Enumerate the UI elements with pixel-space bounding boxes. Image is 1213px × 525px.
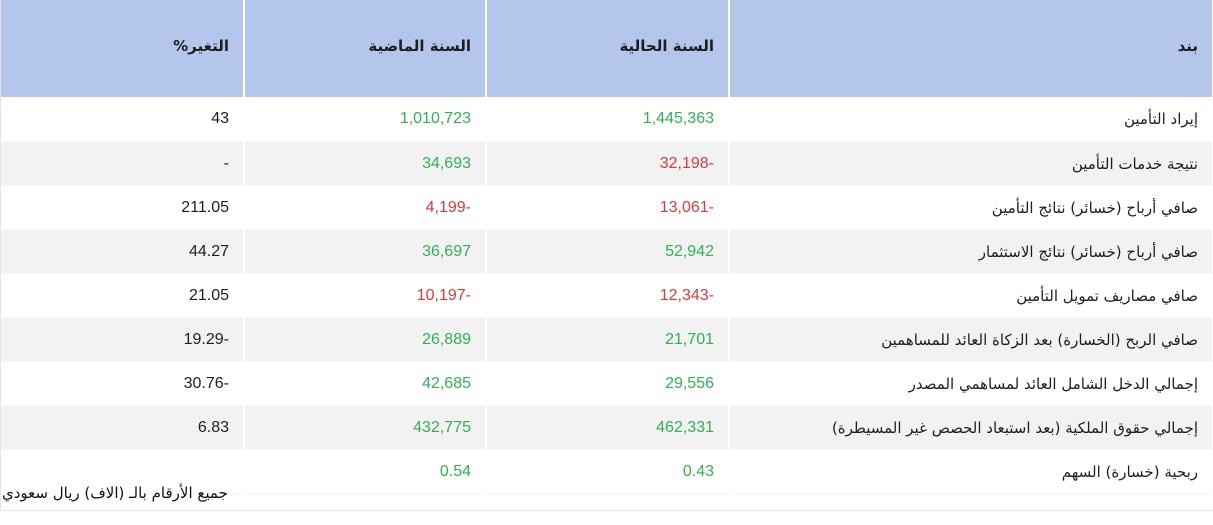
header-row: بند السنة الحالية السنة الماضية التغير%	[1, 0, 1212, 97]
table-row: ربحية (خسارة) السهم 0.43 0.54	[1, 449, 1212, 494]
header-change: التغير%	[1, 0, 244, 97]
row-change: 43	[1, 97, 244, 142]
row-item: صافي أرباح (خسائر) نتائج الاستثمار	[728, 229, 1212, 274]
row-previous-year: 42,685	[243, 361, 486, 406]
row-previous-year: 432,775	[243, 405, 486, 450]
row-item: إيراد التأمين	[728, 97, 1212, 142]
header-current-year: السنة الحالية	[485, 0, 729, 97]
row-previous-year: 1,010,723	[243, 97, 486, 142]
row-current-year: 52,942	[485, 229, 729, 274]
table-row: نتيجة خدمات التأمين 32,198- 34,693 -	[1, 141, 1212, 186]
table-row: إيراد التأمين 1,445,363 1,010,723 43	[1, 97, 1212, 142]
row-current-year: 21,701	[485, 317, 729, 362]
row-change: 19.29-	[1, 317, 244, 362]
row-item: صافي الربح (الخسارة) بعد الزكاة العائد ل…	[728, 317, 1212, 362]
row-change: -	[1, 141, 244, 186]
row-previous-year: 34,693	[243, 141, 486, 186]
row-previous-year: 10,197-	[243, 273, 486, 318]
row-item: صافي أرباح (خسائر) نتائج التأمين	[728, 185, 1212, 230]
table-row: صافي أرباح (خسائر) نتائج الاستثمار 52,94…	[1, 229, 1212, 274]
row-current-year: 29,556	[485, 361, 729, 406]
row-current-year: 12,343-	[485, 273, 729, 318]
header-previous-year: السنة الماضية	[243, 0, 486, 97]
header-item: بند	[728, 0, 1212, 97]
units-footnote: جميع الأرقام بالـ (الاف) ريال سعودي	[2, 484, 228, 502]
table-header: بند السنة الحالية السنة الماضية التغير%	[1, 0, 1212, 97]
row-item: صافي مصاريف تمويل التأمين	[728, 273, 1212, 318]
row-previous-year: 36,697	[243, 229, 486, 274]
row-previous-year: 0.54	[243, 449, 486, 494]
header-previous-year-label: السنة الماضية	[368, 36, 471, 55]
table-row: صافي أرباح (خسائر) نتائج التأمين 13,061-…	[1, 185, 1212, 230]
row-change: 6.83	[1, 405, 244, 450]
row-current-year: 13,061-	[485, 185, 729, 230]
row-current-year: 32,198-	[485, 141, 729, 186]
row-change: 211.05	[1, 185, 244, 230]
bottom-divider	[0, 510, 1213, 511]
table-body: إيراد التأمين 1,445,363 1,010,723 43 نتي…	[1, 97, 1212, 494]
row-item: ربحية (خسارة) السهم	[728, 449, 1212, 494]
row-change	[1, 449, 244, 494]
row-current-year: 462,331	[485, 405, 729, 450]
table-row: صافي مصاريف تمويل التأمين 12,343- 10,197…	[1, 273, 1212, 318]
row-change: 44.27	[1, 229, 244, 274]
row-item: إجمالي حقوق الملكية (بعد استبعاد الحصص غ…	[728, 405, 1212, 450]
row-previous-year: 26,889	[243, 317, 486, 362]
row-item: نتيجة خدمات التأمين	[728, 141, 1212, 186]
row-change: 21.05	[1, 273, 244, 318]
financial-summary-table: بند السنة الحالية السنة الماضية التغير% …	[1, 0, 1212, 494]
table-row: إجمالي حقوق الملكية (بعد استبعاد الحصص غ…	[1, 405, 1212, 450]
table-row: إجمالي الدخل الشامل العائد لمساهمي المصد…	[1, 361, 1212, 406]
table-left-border	[0, 0, 1, 511]
financial-summary-table-container: بند السنة الحالية السنة الماضية التغير% …	[1, 0, 1212, 494]
table-row: صافي الربح (الخسارة) بعد الزكاة العائد ل…	[1, 317, 1212, 362]
header-current-year-label: السنة الحالية	[619, 36, 714, 55]
row-previous-year: 4,199-	[243, 185, 486, 230]
row-change: 30.76-	[1, 361, 244, 406]
header-item-label: بند	[1177, 36, 1198, 55]
row-current-year: 0.43	[485, 449, 729, 494]
row-current-year: 1,445,363	[485, 97, 729, 142]
row-item: إجمالي الدخل الشامل العائد لمساهمي المصد…	[728, 361, 1212, 406]
header-change-label: التغير%	[173, 36, 229, 55]
